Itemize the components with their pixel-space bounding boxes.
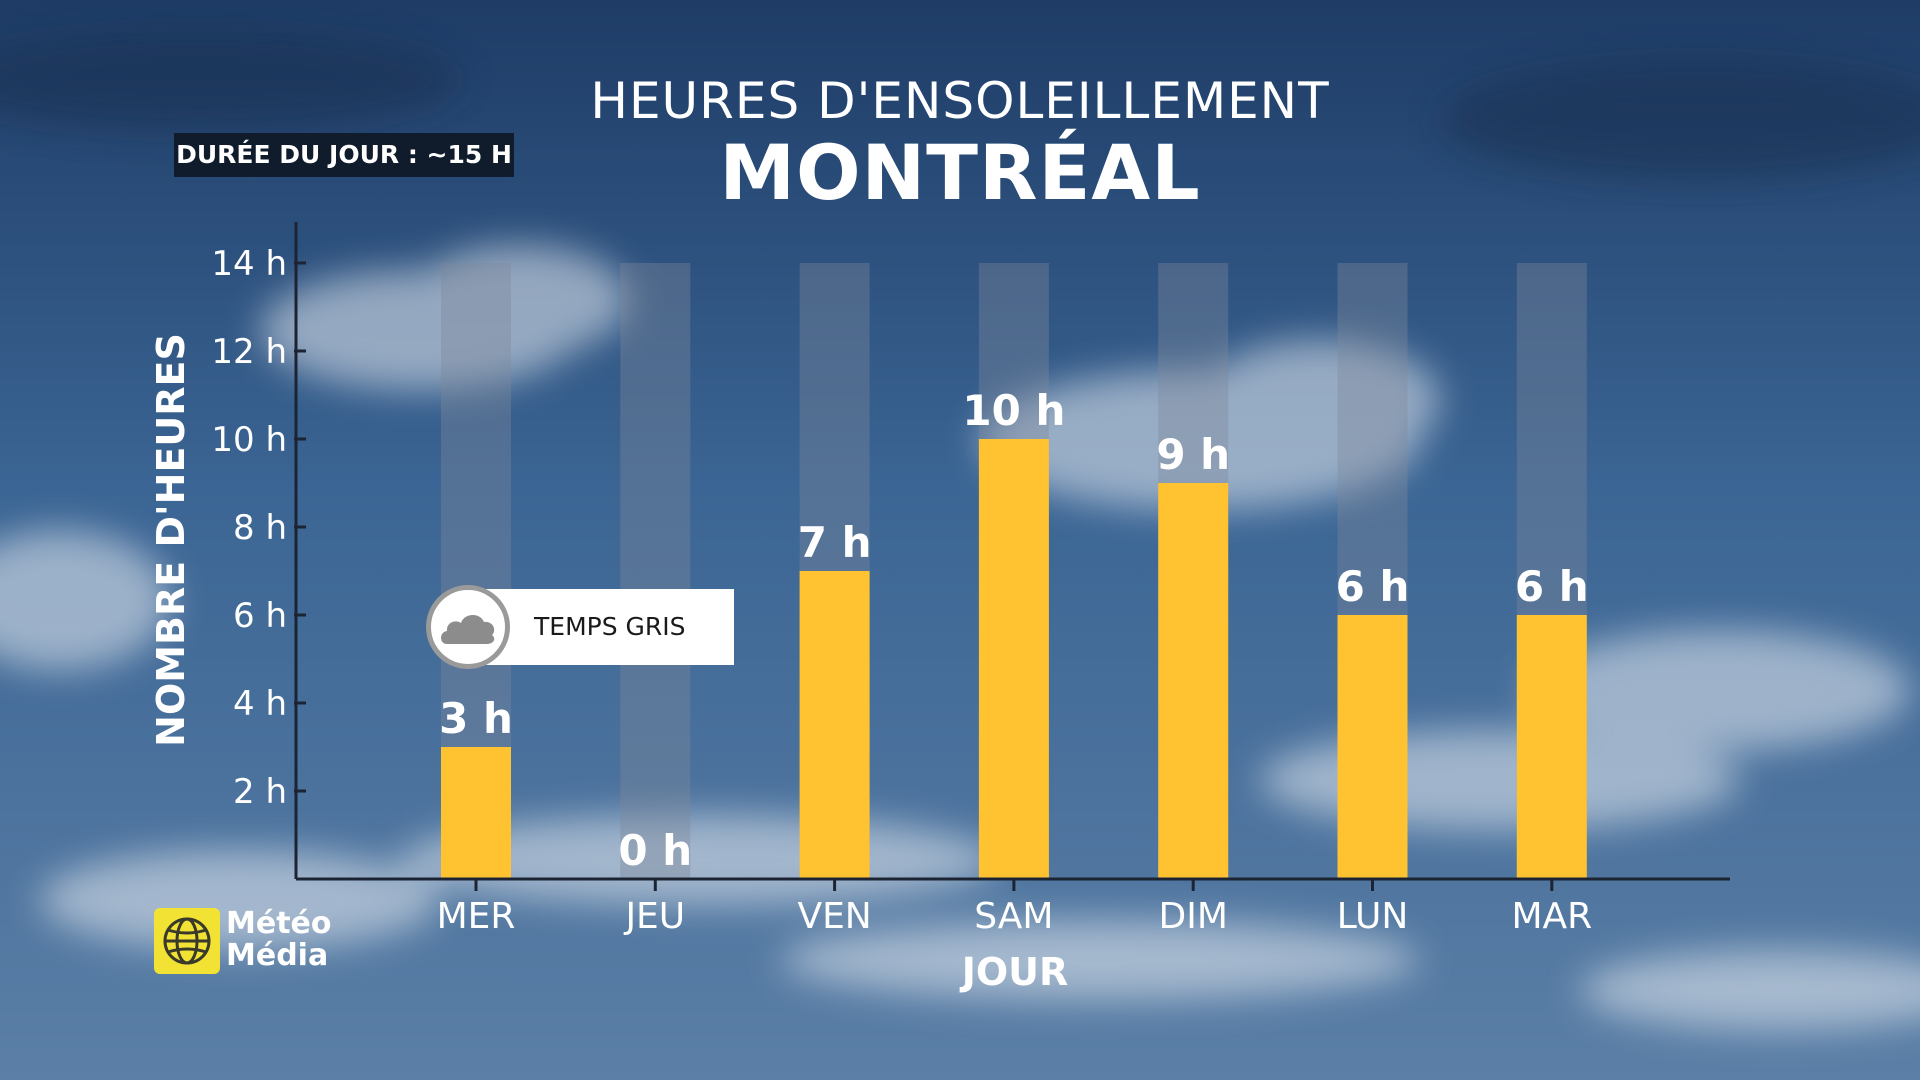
bar-mar (1516, 615, 1587, 879)
y-tick-label: 4 h (233, 684, 287, 724)
badge-label: TEMPS GRIS (534, 612, 686, 641)
bar-lun (1337, 615, 1408, 879)
x-tick-label-mar: MAR (1511, 896, 1592, 937)
x-tick-label-dim: DIM (1158, 896, 1227, 937)
value-label-lun: 6 h (1336, 562, 1410, 611)
chart-title: HEURES D'ENSOLEILLEMENT (590, 72, 1330, 130)
x-ticks: MER JEU VEN SAM DIM LUN MAR (437, 879, 1592, 937)
value-label-mar: 6 h (1515, 562, 1589, 611)
value-label-sam: 10 h (962, 386, 1065, 435)
bar-dim (1158, 483, 1229, 879)
logo-text-line2: Média (226, 938, 329, 973)
y-tick-label: 6 h (233, 596, 287, 636)
bar-ven (799, 571, 870, 879)
x-tick-label-ven: VEN (797, 896, 871, 937)
x-tick-label-mer: MER (437, 896, 516, 937)
x-tick-label-lun: LUN (1337, 896, 1409, 937)
city-title: MONTRÉAL (719, 128, 1201, 217)
value-label-mer: 3 h (439, 694, 513, 743)
badge-box (466, 589, 734, 665)
value-labels: 3 h 0 h 7 h 10 h 9 h 6 h 6 h (439, 386, 1589, 875)
y-tick-label: 14 h (211, 244, 287, 284)
value-label-jeu: 0 h (618, 826, 692, 875)
y-tick-label: 2 h (233, 772, 287, 812)
y-ticks: 2 h 4 h 6 h 8 h 10 h 12 h 14 h (211, 244, 306, 812)
x-tick-label-sam: SAM (974, 896, 1053, 937)
bar-sam (978, 439, 1049, 879)
x-axis-label: JOUR (959, 950, 1069, 994)
bar-track-jeu (620, 263, 691, 879)
bars (441, 439, 1587, 879)
y-tick-label: 8 h (233, 508, 287, 548)
badge-icon-circle (426, 585, 510, 669)
x-tick-label-jeu: JEU (623, 896, 685, 937)
y-tick-label: 12 h (211, 332, 287, 372)
value-label-ven: 7 h (798, 518, 872, 567)
logo-text-line1: Météo (226, 906, 332, 941)
y-axis-label: NOMBRE D'HEURES (149, 333, 193, 747)
logo-globe-icon (154, 908, 220, 974)
day-length-label: DURÉE DU JOUR : ~15 H (174, 133, 514, 177)
y-tick-label: 10 h (211, 420, 287, 460)
cloud-icon (441, 614, 495, 644)
gray-weather-badge: TEMPS GRIS (426, 585, 734, 669)
bar-mer (441, 747, 511, 879)
value-label-dim: 9 h (1156, 430, 1230, 479)
meteomedia-logo: Météo Média (154, 906, 354, 976)
